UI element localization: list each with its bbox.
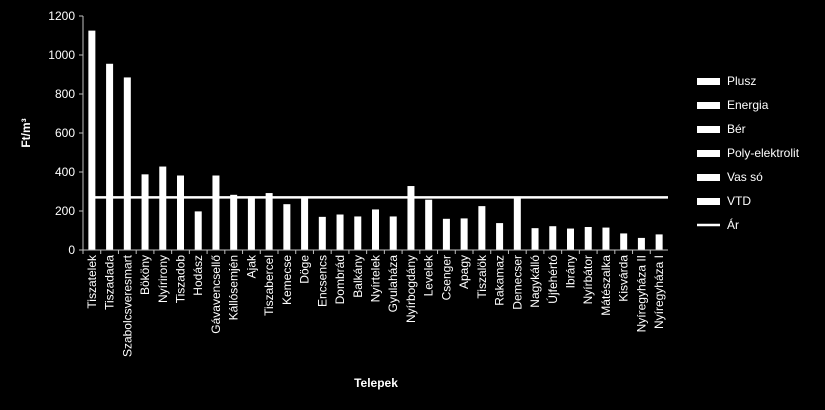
- x-tick-label: Nyíregyháza II: [634, 255, 648, 332]
- x-tick-label: Döge: [298, 255, 312, 284]
- x-tick-label: Nyíregyháza I: [652, 255, 666, 329]
- legend-label: Ár: [727, 217, 739, 232]
- x-tick-label: Kisvárda: [617, 255, 631, 302]
- y-tick-label: 600: [55, 126, 75, 140]
- legend: Plusz Energia Bér Poly-elektrolit Vas só VTD Á…: [697, 74, 800, 232]
- legend-label: Bér: [727, 122, 746, 136]
- bar: [106, 63, 114, 251]
- x-tick-label: Tiszalök: [475, 254, 489, 299]
- x-tick-label: Apagy: [457, 255, 471, 289]
- bar: [549, 226, 557, 250]
- x-tick-label: Csenger: [439, 255, 453, 300]
- x-tick-label: Tiszabercel: [262, 255, 276, 316]
- bar: [567, 228, 574, 250]
- legend-swatch: [697, 78, 720, 85]
- bar: [602, 227, 610, 250]
- x-tick-label: Tiszadob: [174, 255, 188, 304]
- legend-label: Vas só: [727, 170, 763, 184]
- x-tick-label: Nyírbogdány: [404, 255, 418, 323]
- x-tick-label: Hodász: [191, 255, 205, 296]
- bar: [336, 214, 344, 250]
- bar: [425, 199, 433, 250]
- bar: [247, 196, 255, 250]
- x-tick-label: Ibrány: [564, 255, 578, 288]
- y-tick-label: 0: [68, 243, 75, 257]
- bar: [442, 218, 450, 250]
- y-tick-label: 400: [55, 165, 75, 179]
- y-tick-label: 200: [55, 204, 75, 218]
- bar: [301, 197, 309, 250]
- x-tick-label: Encsencs: [315, 255, 329, 307]
- bar: [513, 197, 521, 250]
- x-tick-label: Tiszadada: [103, 255, 117, 310]
- bar: [655, 234, 663, 250]
- bar: [372, 209, 379, 250]
- x-tick-label: Levelek: [422, 254, 436, 296]
- x-tick-label: Gyulaháza: [386, 255, 400, 313]
- bar: [318, 216, 326, 250]
- bar: [620, 233, 628, 250]
- bar: [212, 175, 220, 250]
- bar: [141, 174, 149, 250]
- x-tick-label: Nyírtelek: [369, 254, 383, 302]
- bar: [496, 223, 504, 250]
- x-tick-label: Dombrád: [333, 255, 347, 304]
- bar: [88, 30, 96, 250]
- legend-swatch: [697, 174, 720, 181]
- x-tick-label: Szabolcsveresmart: [120, 254, 134, 357]
- bar: [354, 216, 362, 250]
- x-tick-label: Gávavencsellő: [209, 255, 223, 334]
- bar: [407, 186, 415, 250]
- x-tick-label: Nyírirony: [156, 255, 170, 303]
- bar: [637, 237, 645, 250]
- bar: [265, 193, 273, 250]
- x-tick-label: Balkány: [351, 255, 365, 298]
- legend-label: Poly-elektrolit: [727, 146, 800, 160]
- y-axis-title: Ft/m³: [19, 118, 33, 147]
- legend-label: Plusz: [727, 74, 756, 88]
- bar: [230, 194, 238, 250]
- x-tick-label: Bököny: [138, 255, 152, 295]
- x-tick-label: Rakamaz: [493, 255, 507, 306]
- x-tick-label: Kemecse: [280, 255, 294, 305]
- bar: [194, 211, 202, 250]
- y-tick-label: 1200: [48, 9, 75, 23]
- x-tick-label: Nyírbátor: [581, 255, 595, 304]
- x-tick-label: Kállósemjén: [227, 255, 241, 320]
- x-axis-title: Telepek: [354, 376, 398, 390]
- bar: [584, 226, 592, 250]
- legend-swatch: [697, 150, 720, 157]
- bar: [177, 175, 184, 250]
- x-tick-label: Mátészalka: [599, 255, 613, 316]
- bar: [478, 206, 486, 250]
- legend-label: Energia: [727, 98, 769, 112]
- x-tick-label: Újfehértó: [545, 255, 560, 304]
- bar: [123, 77, 131, 250]
- bar: [531, 228, 539, 250]
- bar: [460, 218, 468, 250]
- legend-swatch: [697, 126, 720, 133]
- x-tick-label: Nagykálló: [528, 255, 542, 308]
- bar: [283, 204, 291, 250]
- x-tick-label: Demecser: [510, 255, 524, 310]
- bar: [159, 166, 167, 250]
- legend-label: VTD: [727, 194, 751, 208]
- x-tick-label: Ajak: [244, 254, 258, 278]
- x-tick-label: Tiszatelek: [85, 254, 99, 309]
- legend-swatch: [697, 198, 720, 205]
- y-tick-label: 1000: [48, 48, 75, 62]
- legend-swatch: [697, 102, 720, 109]
- bar: [389, 216, 397, 250]
- y-tick-label: 800: [55, 87, 75, 101]
